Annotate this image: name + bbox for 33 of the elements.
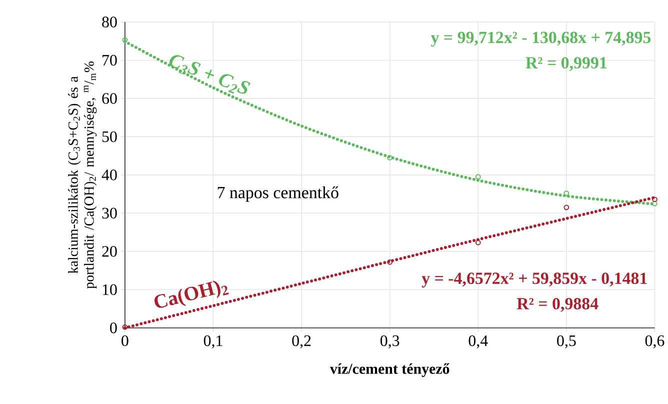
x-tick-label: 0,1	[204, 335, 222, 348]
x-tick-label: 0,6	[645, 335, 664, 348]
y-tick-label: 10	[102, 284, 117, 296]
point	[475, 240, 481, 246]
text: Ca(OH)$_{2}$	[154, 280, 229, 308]
y-tick-label: 80	[102, 16, 117, 28]
point	[564, 204, 570, 210]
x-tick-label: 0,3	[380, 335, 400, 348]
annotation: y = -4,6572x² + 59,859x - 0,1481	[422, 272, 647, 288]
x-tick-label: 0,5	[557, 335, 576, 348]
point	[387, 155, 393, 160]
annotation: 7 napos cementkő	[218, 186, 338, 202]
y-tick-label: 70	[102, 54, 117, 66]
point	[122, 324, 128, 330]
y-tick-label: 50	[102, 131, 117, 142]
annotation: y = 99,712x² - 130,68x + 74,895	[430, 32, 651, 47]
x-tick-label: 0,4	[468, 335, 488, 348]
point	[652, 196, 658, 202]
x-tick-label: 0,2	[292, 335, 311, 348]
point	[564, 190, 570, 196]
y-tick-label: 40	[102, 170, 117, 180]
point	[387, 259, 393, 265]
y-tick-label: 20	[102, 246, 117, 257]
y-tick-label: 0	[110, 322, 117, 334]
point	[475, 174, 481, 180]
x-axis-title: víz/cement tényező	[330, 363, 450, 378]
annotation: R² = 0,9991	[526, 57, 607, 72]
point	[122, 37, 128, 43]
annotation: R² = 0,9884	[516, 298, 598, 312]
y-tick-label: 30	[102, 208, 117, 219]
x-tick-label: 0	[122, 335, 128, 346]
point	[652, 200, 658, 206]
y-tick-label: 60	[102, 93, 117, 104]
